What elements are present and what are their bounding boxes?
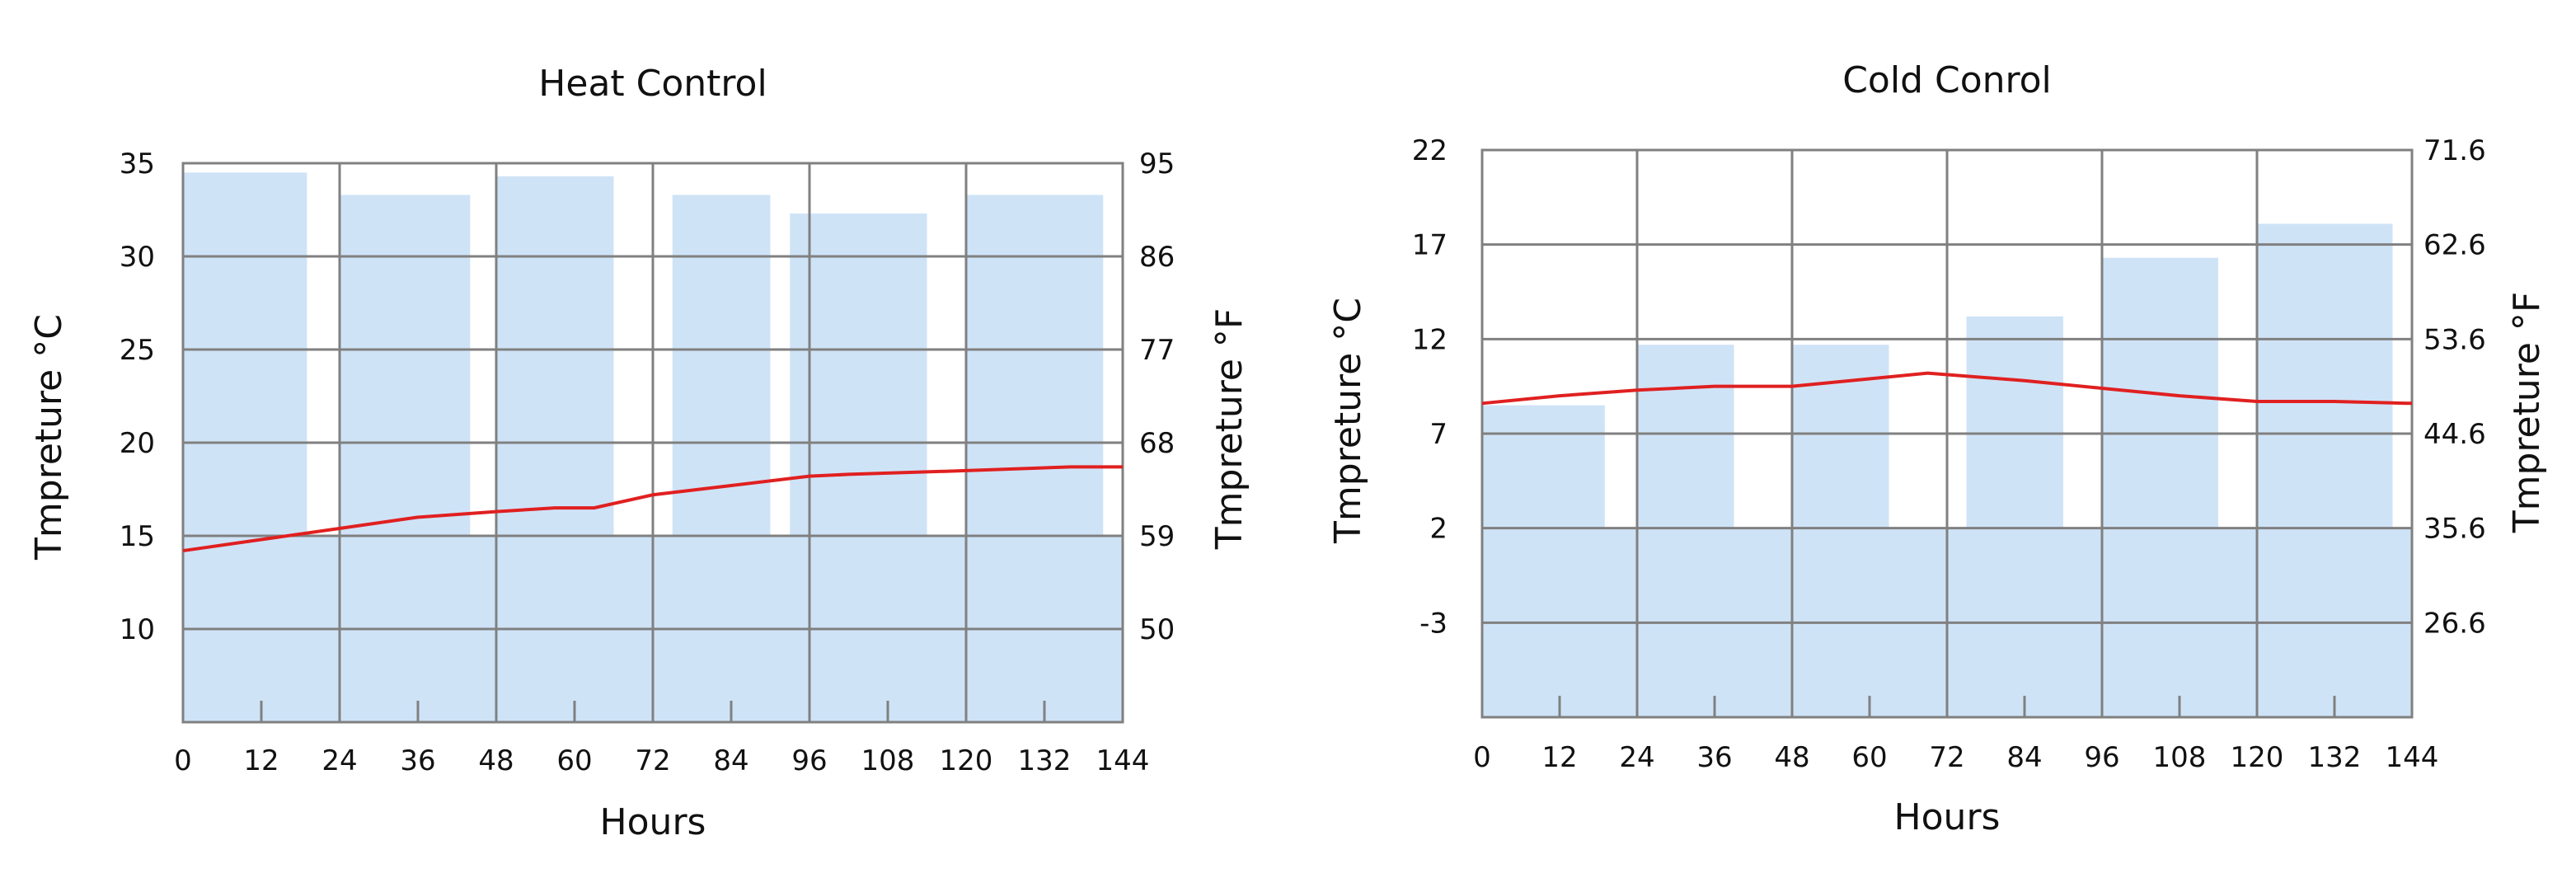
x-tick-label-0: 0	[1473, 741, 1491, 774]
y-tick-label-0: 22	[1412, 134, 1448, 167]
y2-tick-label-1: 86	[1139, 241, 1175, 274]
y-tick-label-3: 7	[1429, 418, 1448, 451]
x-tick-label-6: 72	[1929, 741, 1964, 774]
x-tick-label-5: 60	[1851, 741, 1887, 774]
x-tick-label-10: 120	[940, 744, 993, 777]
y2-tick-label-4: 35.6	[2424, 513, 2486, 546]
y-tick-label-5: 10	[120, 613, 155, 646]
cold-control-chart: 0 12 24 36 48 60 72 84 96 108 120 132 14422171272-37…	[1327, 59, 2548, 838]
y2-tick-label-0: 71.6	[2424, 134, 2486, 167]
x-tick-label-4: 48	[1774, 741, 1809, 774]
plot-frame	[1480, 148, 2414, 719]
x-tick-label-3: 36	[1696, 741, 1732, 774]
y2-tick-label-3: 44.6	[2424, 418, 2486, 451]
y2-tick-label-2: 53.6	[2424, 323, 2486, 356]
y-tick-label-0: 35	[120, 148, 155, 181]
y-tick-label-1: 30	[120, 241, 155, 274]
y-tick-label-1: 17	[1412, 229, 1448, 262]
x-tick-label-7: 84	[2006, 741, 2042, 774]
x-tick-label-6: 72	[635, 744, 670, 777]
x-tick-label-10: 120	[2231, 741, 2284, 774]
y2-tick-label-4: 59	[1139, 520, 1175, 553]
y-axis-title: Tmpreture °C	[1327, 298, 1369, 544]
x-axis-title: Hours	[1894, 796, 2001, 838]
y-axis-title: Tmpreture °C	[28, 314, 70, 561]
x-tick-label-1: 12	[1541, 741, 1577, 774]
x-tick-label-8: 96	[791, 744, 827, 777]
y-tick-label-2: 12	[1412, 323, 1448, 356]
x-tick-label-3: 36	[400, 744, 435, 777]
temperature-line	[1481, 371, 2413, 406]
x-tick-label-9: 108	[2153, 741, 2207, 774]
chart-title: Heat Control	[538, 63, 767, 105]
y2-tick-label-3: 68	[1139, 427, 1175, 460]
plot-frame	[181, 162, 1124, 724]
temperature-line	[182, 465, 1123, 553]
x-tick-label-11: 132	[2308, 741, 2362, 774]
heat-control-chart: 0 12 24 36 48 60 72 84 96 108 120 132 144 35 30 25 20 15 1…	[28, 63, 1250, 843]
x-tick-label-5: 60	[556, 744, 592, 777]
y2-axis-title: Tmpreture °F	[2506, 292, 2548, 534]
y-tick-label-4: 2	[1429, 513, 1448, 546]
y-tick-label-5: -3	[1419, 607, 1448, 640]
x-tick-label-4: 48	[478, 744, 514, 777]
x-tick-label-12: 144	[2386, 741, 2439, 774]
x-tick-label-0: 0	[174, 744, 192, 777]
x-tick-label-2: 24	[1619, 741, 1654, 774]
x-tick-label-9: 108	[861, 744, 915, 777]
x-axis-title: Hours	[600, 801, 706, 843]
y2-tick-label-5: 26.6	[2424, 607, 2486, 640]
x-tick-label-7: 84	[713, 744, 748, 777]
x-tick-label-1: 12	[243, 744, 279, 777]
y-tick-label-2: 25	[120, 334, 155, 367]
chart-title: Cold Conrol	[1842, 59, 2052, 101]
y2-tick-label-2: 77	[1139, 334, 1175, 367]
y2-axis-title: Tmpreture °F	[1208, 308, 1250, 551]
x-tick-label-11: 132	[1018, 744, 1072, 777]
y-tick-label-4: 15	[120, 520, 155, 553]
y2-tick-label-5: 50	[1139, 613, 1175, 646]
x-tick-label-12: 144	[1096, 744, 1150, 777]
y2-tick-label-1: 62.6	[2424, 229, 2486, 262]
x-tick-label-2: 24	[321, 744, 357, 777]
y-tick-label-3: 20	[120, 427, 155, 460]
y2-tick-label-0: 95	[1139, 148, 1175, 181]
x-tick-label-8: 96	[2084, 741, 2119, 774]
